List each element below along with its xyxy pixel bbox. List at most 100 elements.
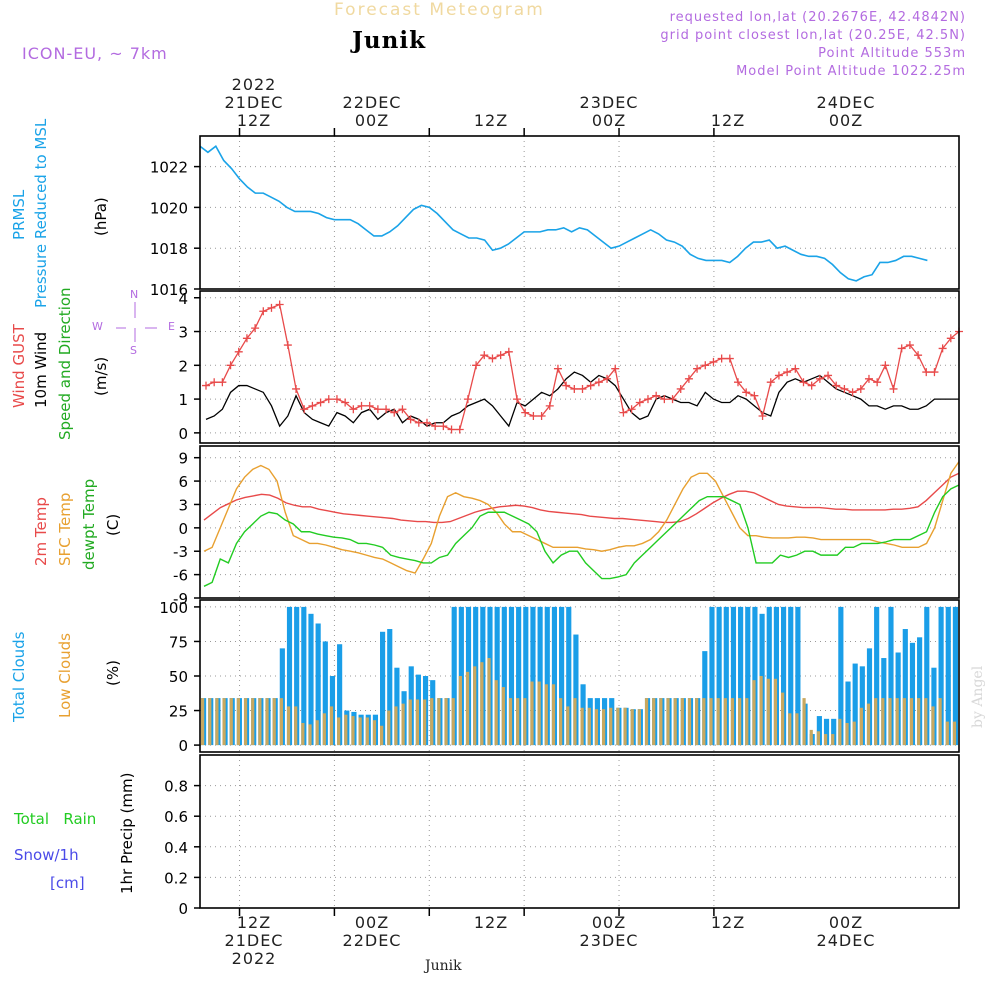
low-cloud-bar (666, 698, 670, 746)
low-cloud-bar (430, 698, 434, 746)
temp-dewpt-line (203, 484, 960, 587)
panel-frame (199, 290, 960, 444)
low-cloud-bar (788, 713, 792, 746)
gust-marker (488, 354, 497, 363)
total-cloud-bar (780, 606, 787, 746)
low-cloud-bar (616, 707, 620, 746)
y-tick-label: 3 (178, 496, 188, 514)
gust-marker (791, 364, 800, 373)
low-cloud-bar (673, 698, 677, 746)
gust-marker (774, 371, 783, 380)
low-cloud-bar (559, 698, 563, 746)
y-tick-label: 50 (169, 668, 188, 686)
low-cloud-bar (401, 703, 405, 746)
gust-marker (218, 378, 227, 387)
low-cloud-bar (294, 706, 298, 746)
bottom-date-label: 00Z 22DEC (342, 913, 402, 950)
gust-marker (668, 395, 677, 404)
low-cloud-bar (659, 698, 663, 746)
y-tick-label: 9 (178, 450, 188, 468)
gust-marker (824, 371, 833, 380)
low-cloud-bar (823, 734, 828, 746)
gust-marker (799, 378, 808, 387)
temp-2m-label: 2m Temp (32, 497, 50, 566)
total-cloud-bar (752, 606, 758, 746)
precip-unit: 1hr Precip (mm) (118, 772, 136, 894)
total-cloud-bar (494, 606, 500, 746)
low-cloud-bar (809, 729, 813, 746)
gust-marker (873, 378, 882, 387)
top-date-label: 12Z (710, 111, 746, 130)
gust-marker (758, 411, 767, 420)
low-cloud-bar (838, 718, 842, 746)
low-cloud-bar (730, 698, 735, 746)
gust-marker (341, 398, 350, 407)
gust-marker (324, 395, 333, 404)
gust-marker (242, 334, 251, 343)
low-cloud-bar (766, 678, 770, 746)
gust-marker (480, 351, 489, 360)
gust-label: Wind GUST (10, 324, 28, 408)
temp-sfc-line (203, 461, 960, 574)
low-cloud-bar (802, 698, 806, 746)
total-cloud-bar (838, 606, 844, 746)
low-cloud-bar (702, 698, 706, 746)
gust-marker (750, 391, 759, 400)
total-cloud-bar (795, 606, 801, 746)
gust-marker (390, 408, 399, 417)
low-cloud-bar (208, 698, 212, 746)
y-tick-label: 0.8 (164, 778, 188, 796)
gust-marker (537, 411, 546, 420)
low-cloud-bar (881, 698, 885, 746)
low-cloud-bar (365, 717, 369, 746)
y-tick-label: 1022 (150, 159, 188, 177)
y-tick-label: 0 (178, 520, 188, 538)
low-cloud-bar (709, 698, 713, 746)
gust-marker (652, 391, 661, 400)
bottom-date-label: 12Z (710, 913, 746, 932)
low-cloud-bar (795, 713, 799, 746)
y-tick-label: 25 (169, 703, 188, 721)
gust-marker (807, 381, 816, 390)
gridpoint-coords: grid point closest lon,lat (20.25E, 42.5… (660, 28, 966, 43)
total-cloud-bar (788, 606, 794, 746)
total-cloud-bar (716, 606, 722, 746)
gust-marker (496, 351, 505, 360)
gust-marker (922, 368, 931, 377)
y-tick-label: 0 (178, 900, 188, 918)
panel-frame (199, 599, 960, 753)
low-cloud-bar (687, 698, 692, 746)
low-cloud-bar (623, 707, 627, 746)
gust-marker (504, 347, 513, 356)
gust-marker (660, 395, 669, 404)
low-cloud-bar (465, 671, 470, 746)
y-tick-label: 100 (159, 599, 188, 617)
low-cloud-bar (601, 709, 606, 746)
temp-sfc-label: SFC Temp (56, 492, 74, 566)
gust-marker (578, 384, 587, 393)
low-cloud-bar (337, 717, 341, 746)
gust-marker (717, 354, 726, 363)
low-cloud-bar (852, 721, 856, 746)
low-cloud-bar (917, 698, 921, 746)
gust-marker (463, 395, 472, 404)
total-cloud-bar (766, 606, 772, 746)
gust-marker (357, 401, 366, 410)
total-cloud-bar (773, 606, 779, 746)
y-tick-label: 0 (178, 425, 188, 443)
gust-marker (210, 378, 219, 387)
gust-marker (447, 425, 456, 434)
total-cloud-bar (745, 606, 751, 746)
bottom-date-label: 12Z (473, 913, 509, 932)
gust-marker (259, 307, 268, 316)
low-cloud-bar (680, 698, 684, 746)
compass-e: E (168, 320, 175, 333)
low-cloud-bar (229, 698, 233, 746)
gust-marker (897, 344, 906, 353)
gust-marker (300, 405, 309, 414)
y-tick-label: -6 (173, 567, 188, 585)
top-date-label: 2022 21DEC 12Z (224, 75, 284, 130)
gust-marker (611, 364, 620, 373)
low-cloud-bar (831, 734, 835, 746)
